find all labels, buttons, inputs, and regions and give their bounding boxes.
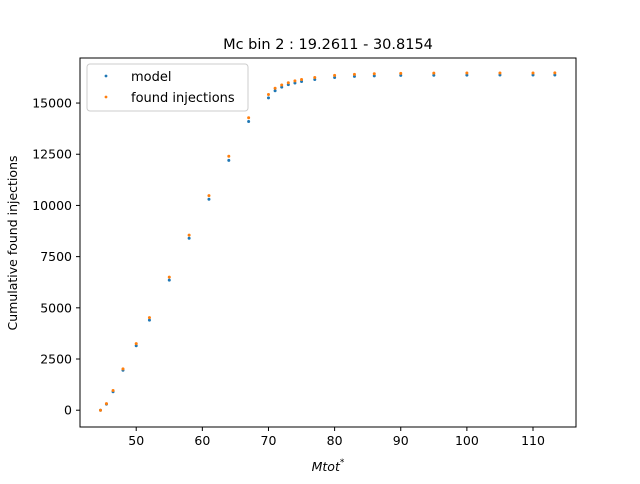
data-point xyxy=(372,72,376,76)
data-point xyxy=(134,344,138,348)
data-point xyxy=(313,78,317,81)
data-point xyxy=(313,75,317,79)
data-point xyxy=(280,85,284,89)
data-point xyxy=(498,73,502,77)
x-axis-label-text: Mtot xyxy=(312,459,341,474)
y-tick-label: 0 xyxy=(64,403,72,418)
data-point xyxy=(247,116,251,120)
legend-marker-found-injections xyxy=(104,95,108,99)
y-axis-label: Cumulative found injections xyxy=(5,155,20,330)
data-point xyxy=(167,278,171,282)
x-tick-label: 50 xyxy=(128,433,144,448)
series-found-injections xyxy=(99,71,557,412)
data-point xyxy=(293,79,297,83)
legend-label-model: model xyxy=(131,70,171,85)
data-point xyxy=(531,71,535,75)
data-point xyxy=(187,233,191,237)
data-point xyxy=(147,316,151,320)
legend-label-found-injections: found injections xyxy=(131,91,235,106)
y-tick-label: 2500 xyxy=(40,352,72,367)
data-point xyxy=(372,74,376,78)
y-tick-label: 12500 xyxy=(32,147,72,162)
data-point xyxy=(134,342,138,346)
legend-marker-model xyxy=(104,74,108,78)
y-tick-label: 7500 xyxy=(40,249,72,264)
data-point xyxy=(465,71,469,75)
data-point xyxy=(293,81,297,85)
data-point xyxy=(553,73,557,77)
legend: model found injections xyxy=(86,63,249,112)
data-point xyxy=(227,158,231,162)
x-tick-label: 100 xyxy=(455,433,479,448)
data-point xyxy=(266,92,270,96)
data-point xyxy=(352,74,356,78)
data-point xyxy=(432,71,436,75)
data-point xyxy=(498,71,502,75)
axes-frame xyxy=(79,57,577,428)
y-axis: 0 2500 5000 7500 10000 12500 15000 xyxy=(32,96,80,418)
data-point xyxy=(432,73,436,77)
data-point xyxy=(187,236,191,240)
x-tick-label: 80 xyxy=(327,433,343,448)
plot-area xyxy=(99,71,557,412)
data-point xyxy=(352,72,356,76)
y-tick-label: 15000 xyxy=(32,96,72,111)
x-tick-label: 70 xyxy=(261,433,277,448)
data-point xyxy=(207,194,211,198)
data-point xyxy=(104,402,108,406)
data-point xyxy=(167,275,171,279)
chart-title: Mc bin 2 : 19.2611 - 30.8154 xyxy=(223,37,433,53)
data-point xyxy=(273,89,277,93)
data-point xyxy=(553,71,557,75)
data-point xyxy=(465,73,469,77)
x-axis: 50 60 70 80 90 100 110 xyxy=(128,427,545,448)
y-tick-label: 10000 xyxy=(32,198,72,213)
y-tick-label: 5000 xyxy=(40,300,72,315)
data-point xyxy=(399,71,403,75)
data-point xyxy=(121,367,125,371)
x-axis-label: Mtot* xyxy=(312,458,345,474)
data-point xyxy=(147,318,151,322)
data-point xyxy=(280,83,284,87)
data-point xyxy=(300,80,304,84)
data-point xyxy=(227,154,231,158)
x-axis-label-superscript: * xyxy=(340,458,345,468)
data-point xyxy=(111,389,115,393)
x-tick-label: 90 xyxy=(393,433,409,448)
data-point xyxy=(333,73,337,77)
data-point xyxy=(399,73,403,77)
data-point xyxy=(247,119,251,123)
data-point xyxy=(273,86,277,90)
legend-box xyxy=(86,63,249,112)
x-tick-label: 110 xyxy=(521,433,545,448)
data-point xyxy=(207,197,211,201)
data-point xyxy=(99,408,102,412)
data-point xyxy=(531,73,535,77)
x-tick-label: 60 xyxy=(194,433,210,448)
data-point xyxy=(286,81,290,85)
data-point xyxy=(266,96,270,100)
data-point xyxy=(300,78,304,81)
